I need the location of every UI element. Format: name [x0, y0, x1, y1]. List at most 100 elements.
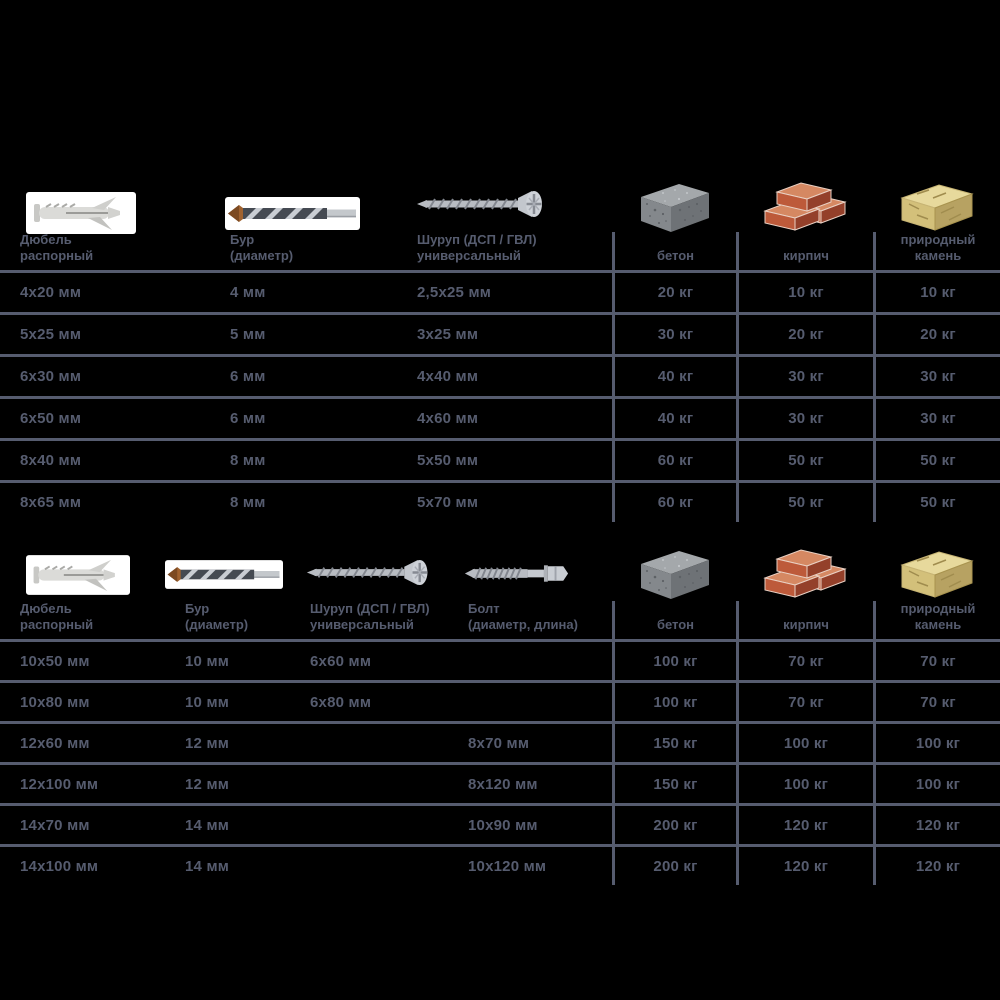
load-brick-cell: 120 кг — [736, 847, 873, 885]
header-drill: Бур (диаметр) — [185, 601, 249, 632]
load-stone-cell: 30 кг — [873, 357, 1000, 396]
dowel-size-cell: 8x40 мм — [20, 452, 82, 469]
header-screw: Шуруп (ДСП / ГВЛ) универсальный — [310, 601, 430, 632]
load-concrete-cell: 20 кг — [612, 273, 736, 312]
load-brick-cell: 100 кг — [736, 765, 873, 803]
load-brick-cell: 50 кг — [736, 483, 873, 522]
natural-stone-image — [899, 184, 974, 231]
universal-screw-image — [306, 559, 428, 586]
drill-diameter-cell: 14 мм — [185, 816, 230, 834]
dowel-size-cell: 8x65 мм — [20, 494, 82, 511]
load-stone-cell: 50 кг — [873, 441, 1000, 480]
bricks-image — [762, 549, 847, 598]
load-stone-cell: 10 кг — [873, 273, 1000, 312]
screw-size-cell: 4x40 мм — [417, 368, 479, 385]
load-stone-cell: 20 кг — [873, 315, 1000, 354]
drill-diameter-cell: 4 мм — [230, 284, 266, 301]
drill-diameter-cell: 12 мм — [185, 734, 230, 752]
drill-bit-image — [165, 560, 283, 589]
dowel-size-cell: 6x30 мм — [20, 368, 82, 385]
load-brick-cell: 20 кг — [736, 315, 873, 354]
table-row: 10x50 мм 10 мм 6x60 мм 100 кг 70 кг 70 к… — [0, 642, 1000, 680]
load-brick-cell: 70 кг — [736, 642, 873, 680]
concrete-block-image — [641, 184, 709, 232]
dowel-size-cell: 6x50 мм — [20, 410, 82, 427]
screw-size-cell: 6x60 мм — [310, 652, 372, 670]
table-row: 8x40 мм 8 мм 5x50 мм 60 кг 50 кг 50 кг — [0, 438, 1000, 480]
screw-size-cell: 2,5x25 мм — [417, 284, 492, 301]
load-stone-cell: 120 кг — [873, 847, 1000, 885]
load-brick-cell: 100 кг — [736, 724, 873, 762]
header-bolt: Болт (диаметр, длина) — [468, 601, 578, 632]
concrete-block-image — [641, 551, 709, 599]
screw-size-cell: 5x70 мм — [417, 494, 479, 511]
table-row: 8x65 мм 8 мм 5x70 мм 60 кг 50 кг 50 кг — [0, 480, 1000, 522]
load-stone-cell: 100 кг — [873, 724, 1000, 762]
load-brick-cell: 120 кг — [736, 806, 873, 844]
load-brick-cell: 10 кг — [736, 273, 873, 312]
bolt-size-cell: 10x120 мм — [468, 857, 547, 875]
dowel-size-cell: 5x25 мм — [20, 326, 82, 343]
dowel-size-cell: 14x70 мм — [20, 816, 90, 834]
dowel-size-cell: 10x80 мм — [20, 693, 90, 711]
screw-size-cell: 4x60 мм — [417, 410, 479, 427]
image-row — [0, 543, 1000, 601]
bolt-image-cell — [448, 559, 612, 601]
drill-diameter-cell: 5 мм — [230, 326, 266, 343]
load-stone-cell: 120 кг — [873, 806, 1000, 844]
table-row: 12x100 мм 12 мм 8x120 мм 150 кг 100 кг 1… — [0, 762, 1000, 803]
table-row: 10x80 мм 10 мм 6x80 мм 100 кг 70 кг 70 к… — [0, 680, 1000, 721]
header-drill: Бур (диаметр) — [230, 232, 294, 263]
hex-bolt-image — [464, 565, 569, 582]
header-dowel: Дюбель распорный — [20, 232, 94, 263]
table-light-dowels: Дюбель распорный Бур (диаметр) Шуруп (ДС… — [0, 180, 1000, 522]
load-concrete-cell: 200 кг — [612, 806, 736, 844]
screw-size-cell: 3x25 мм — [417, 326, 479, 343]
stone-image-cell — [873, 549, 1000, 601]
brick-image-cell — [736, 182, 873, 234]
drill-diameter-cell: 12 мм — [185, 775, 230, 793]
natural-stone-image — [899, 551, 974, 598]
dowel-image-cell — [0, 192, 205, 234]
table-row: 12x60 мм 12 мм 8x70 мм 150 кг 100 кг 100… — [0, 721, 1000, 762]
table-row: 6x50 мм 6 мм 4x60 мм 40 кг 30 кг 30 кг — [0, 396, 1000, 438]
table-row: 6x30 мм 6 мм 4x40 мм 40 кг 30 кг 30 кг — [0, 354, 1000, 396]
table-heavy-dowels: Дюбель распорный Бур (диаметр) Шуруп (ДС… — [0, 543, 1000, 885]
load-concrete-cell: 60 кг — [612, 483, 736, 522]
load-stone-cell: 30 кг — [873, 399, 1000, 438]
drill-diameter-cell: 8 мм — [230, 494, 266, 511]
header-brick: кирпич — [736, 601, 873, 639]
header-stone: природный камень — [873, 601, 1000, 639]
dowel-image — [26, 555, 130, 595]
bolt-size-cell: 10x90 мм — [468, 816, 538, 834]
drill-diameter-cell: 10 мм — [185, 693, 230, 711]
bricks-image — [762, 182, 847, 231]
dowel-image — [26, 192, 136, 234]
load-concrete-cell: 150 кг — [612, 765, 736, 803]
dowel-size-cell: 10x50 мм — [20, 652, 90, 670]
drill-diameter-cell: 10 мм — [185, 652, 230, 670]
drill-bit-image — [225, 197, 360, 230]
header-brick: кирпич — [736, 232, 873, 270]
load-brick-cell: 30 кг — [736, 357, 873, 396]
dowel-size-cell: 12x60 мм — [20, 734, 90, 752]
load-concrete-cell: 40 кг — [612, 357, 736, 396]
load-stone-cell: 70 кг — [873, 683, 1000, 721]
header-row: Дюбель распорный Бур (диаметр) Шуруп (ДС… — [0, 601, 1000, 642]
bolt-size-cell: 8x70 мм — [468, 734, 530, 752]
dowel-size-cell: 4x20 мм — [20, 284, 82, 301]
dowel-size-cell: 14x100 мм — [20, 857, 99, 875]
header-concrete: бетон — [612, 601, 736, 639]
drill-diameter-cell: 6 мм — [230, 368, 266, 385]
load-stone-cell: 50 кг — [873, 483, 1000, 522]
load-concrete-cell: 30 кг — [612, 315, 736, 354]
header-dowel: Дюбель распорный — [20, 601, 94, 632]
universal-screw-image — [417, 191, 542, 217]
bolt-size-cell: 8x120 мм — [468, 775, 538, 793]
screw-image-cell — [290, 559, 448, 601]
header-screw: Шуруп (ДСП / ГВЛ) универсальный — [417, 232, 537, 263]
load-stone-cell: 70 кг — [873, 642, 1000, 680]
drill-diameter-cell: 8 мм — [230, 452, 266, 469]
screw-image-cell — [415, 190, 612, 234]
header-row: Дюбель распорный Бур (диаметр) Шуруп (ДС… — [0, 232, 1000, 273]
